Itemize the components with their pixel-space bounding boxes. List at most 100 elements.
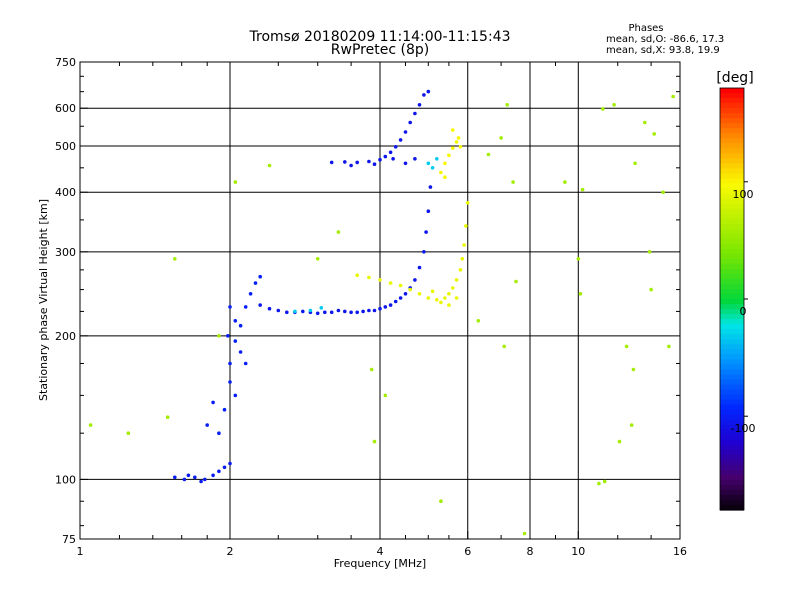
data-point <box>633 161 637 166</box>
colorbar: 100 0 -100 <box>719 87 756 511</box>
colorbar-segment <box>720 349 744 355</box>
colorbar-segment <box>720 464 744 471</box>
data-point <box>426 296 431 300</box>
stats-heading: Phases <box>628 23 663 34</box>
data-point <box>408 120 413 125</box>
colorbar-segment <box>720 153 744 159</box>
data-point <box>443 161 447 166</box>
x-tick-label: 2 <box>227 545 234 558</box>
data-point <box>454 140 459 144</box>
axes-frame: 1 2 4 6 8 10 16 75 100 200 300 400 500 600 750 <box>55 56 687 558</box>
data-point <box>228 361 232 366</box>
data-point <box>417 292 422 296</box>
data-point <box>424 230 428 234</box>
data-point <box>576 257 581 261</box>
data-point <box>661 190 665 194</box>
data-point <box>367 308 371 313</box>
data-point <box>383 305 388 309</box>
data-point <box>336 230 341 234</box>
data-point <box>228 305 232 309</box>
colorbar-segment <box>720 288 744 295</box>
data-point <box>222 465 227 470</box>
colorbar-segment <box>720 439 744 446</box>
colorbar-segment <box>720 299 744 305</box>
data-point <box>435 157 439 161</box>
colorbar-segment <box>720 293 744 300</box>
colorbar-segment <box>720 163 744 169</box>
colorbar-tick-label: -100 <box>731 422 756 435</box>
colorbar-segment <box>720 469 744 476</box>
colorbar-segment <box>720 344 744 350</box>
colorbar-segment <box>720 329 744 335</box>
colorbar-tick-label: 100 <box>733 188 754 201</box>
data-point <box>580 187 585 192</box>
data-point <box>329 310 334 315</box>
x-tick-label: 10 <box>571 545 585 558</box>
y-tick-label: 300 <box>55 246 76 259</box>
data-point <box>349 163 353 168</box>
x-tick-label: 16 <box>673 545 687 558</box>
y-tick-label: 600 <box>55 102 76 115</box>
data-point <box>228 461 232 466</box>
data-point <box>301 309 305 314</box>
data-point <box>378 157 382 162</box>
data-point <box>502 344 507 349</box>
colorbar-segment <box>720 278 744 285</box>
data-point <box>447 303 451 307</box>
data-point <box>514 279 518 284</box>
colorbar-segment <box>720 223 744 230</box>
data-point <box>403 130 408 134</box>
data-point <box>460 257 465 261</box>
stats-x-mode: mean, sd,X: 93.8, 19.9 <box>606 45 720 56</box>
colorbar-segment <box>720 479 744 486</box>
data-point <box>403 161 408 166</box>
stats-o-mode: mean, sd,O: -86.6, 17.3 <box>606 34 724 45</box>
colorbar-segment <box>720 138 744 144</box>
data-point <box>458 145 463 149</box>
colorbar-segment <box>720 359 744 365</box>
y-axis-label: Stationary phase Virtual Height [km] <box>37 199 50 401</box>
data-point <box>454 278 459 282</box>
colorbar-segment <box>720 148 744 154</box>
colorbar-segment <box>720 374 744 380</box>
data-point <box>597 481 601 486</box>
data-point <box>199 479 203 484</box>
colorbar-segment <box>720 394 744 401</box>
x-tick-label: 6 <box>464 545 471 558</box>
data-point <box>462 243 466 247</box>
data-point <box>238 323 243 328</box>
data-point <box>578 292 583 296</box>
data-point <box>426 89 431 94</box>
data-point <box>285 310 289 315</box>
colorbar-segment <box>720 334 744 340</box>
data-point <box>428 185 433 189</box>
colorbar-segment <box>720 238 744 245</box>
data-point <box>617 439 622 444</box>
data-point <box>413 157 417 161</box>
data-point <box>522 531 527 536</box>
data-point <box>505 103 510 107</box>
y-tick-label: 400 <box>55 186 76 199</box>
colorbar-segment <box>720 364 744 370</box>
data-point <box>458 268 463 272</box>
data-point <box>647 250 652 254</box>
data-point <box>443 175 447 179</box>
colorbar-segment <box>720 253 744 260</box>
colorbar-segment <box>720 379 744 385</box>
data-point <box>464 224 468 228</box>
data-point <box>398 138 403 142</box>
data-point <box>398 296 403 300</box>
data-point <box>343 160 347 164</box>
data-point <box>205 423 209 427</box>
data-point <box>443 296 447 300</box>
data-point <box>439 170 443 175</box>
data-point <box>355 160 360 165</box>
colorbar-segment <box>720 203 744 210</box>
colorbar-segment <box>720 273 744 280</box>
data-point <box>422 93 426 97</box>
colorbar-segment <box>720 369 744 375</box>
data-point <box>253 281 258 285</box>
data-point <box>355 273 360 278</box>
data-point <box>511 180 515 184</box>
data-point <box>398 283 403 288</box>
